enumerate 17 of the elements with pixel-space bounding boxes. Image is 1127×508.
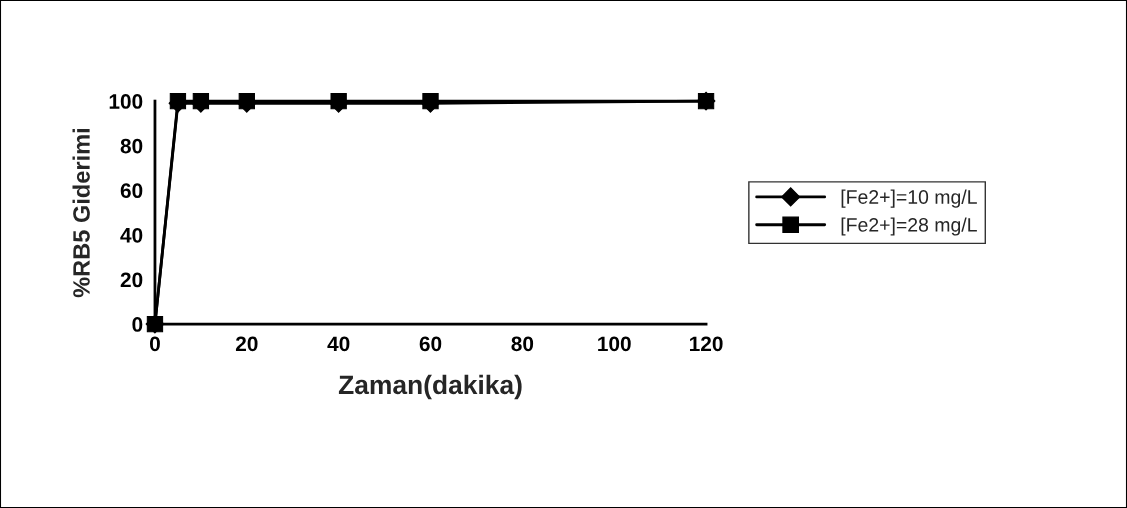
y-tick-label: 100 bbox=[109, 94, 143, 109]
legend-label: [Fe2+]=10 mg/L bbox=[841, 189, 977, 208]
x-tick-label: 80 bbox=[511, 336, 534, 352]
x-tick-label: 100 bbox=[598, 336, 631, 352]
y-tick-label: 0 bbox=[132, 317, 143, 332]
legend-label: [Fe2+]=28 mg/L bbox=[841, 217, 977, 236]
y-tick-label: 80 bbox=[120, 138, 143, 154]
x-axis-title: Zaman(dakika) bbox=[338, 374, 522, 400]
y-tick-label: 40 bbox=[120, 227, 143, 243]
y-tick-label: 20 bbox=[120, 272, 143, 288]
x-tick-label: 40 bbox=[327, 336, 350, 352]
x-tick-label: 120 bbox=[690, 336, 723, 352]
x-tick-label: 20 bbox=[235, 336, 258, 352]
x-tick-label: 60 bbox=[419, 336, 442, 352]
y-tick-label: 60 bbox=[120, 183, 143, 199]
x-tick-label: 0 bbox=[149, 336, 160, 352]
y-axis-title: %RB5 Giderimi bbox=[72, 128, 90, 298]
